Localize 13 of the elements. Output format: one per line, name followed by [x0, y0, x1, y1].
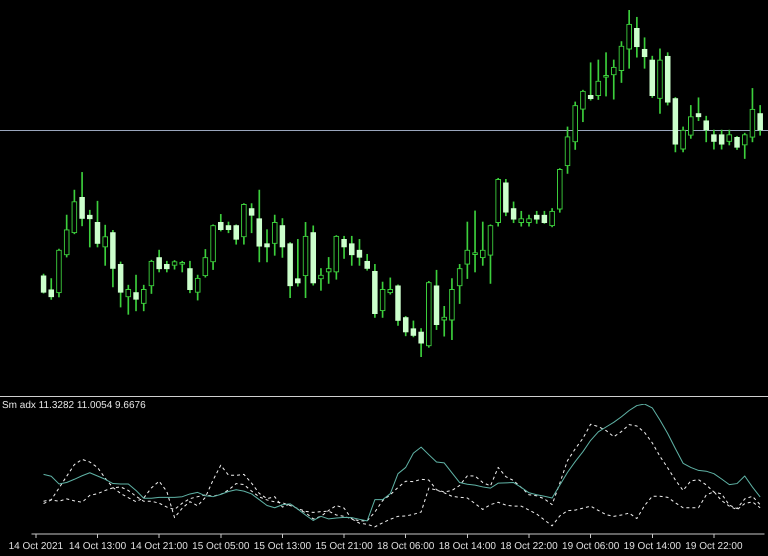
chart-title: Sm adx 11.3282 11.0054 9.6676: [2, 400, 146, 411]
x-tick-label: 14 Oct 2021: [8, 540, 64, 552]
x-tick-label: 15 Oct 05:00: [192, 540, 250, 552]
x-tick-label: 19 Oct 06:00: [562, 540, 620, 552]
x-tick-label: 19 Oct 22:00: [685, 540, 743, 552]
x-tick-label: 14 Oct 21:00: [130, 540, 188, 552]
x-tick-label: 15 Oct 13:00: [254, 540, 312, 552]
x-tick-label: 14 Oct 13:00: [68, 540, 127, 552]
x-tick-label: 18 Oct 06:00: [377, 540, 435, 552]
x-tick-label: 19 Oct 14:00: [624, 540, 682, 552]
x-tick-label: 18 Oct 22:00: [500, 540, 558, 552]
x-tick-label: 15 Oct 21:00: [315, 540, 374, 552]
x-tick-label: 18 Oct 14:00: [438, 540, 496, 552]
